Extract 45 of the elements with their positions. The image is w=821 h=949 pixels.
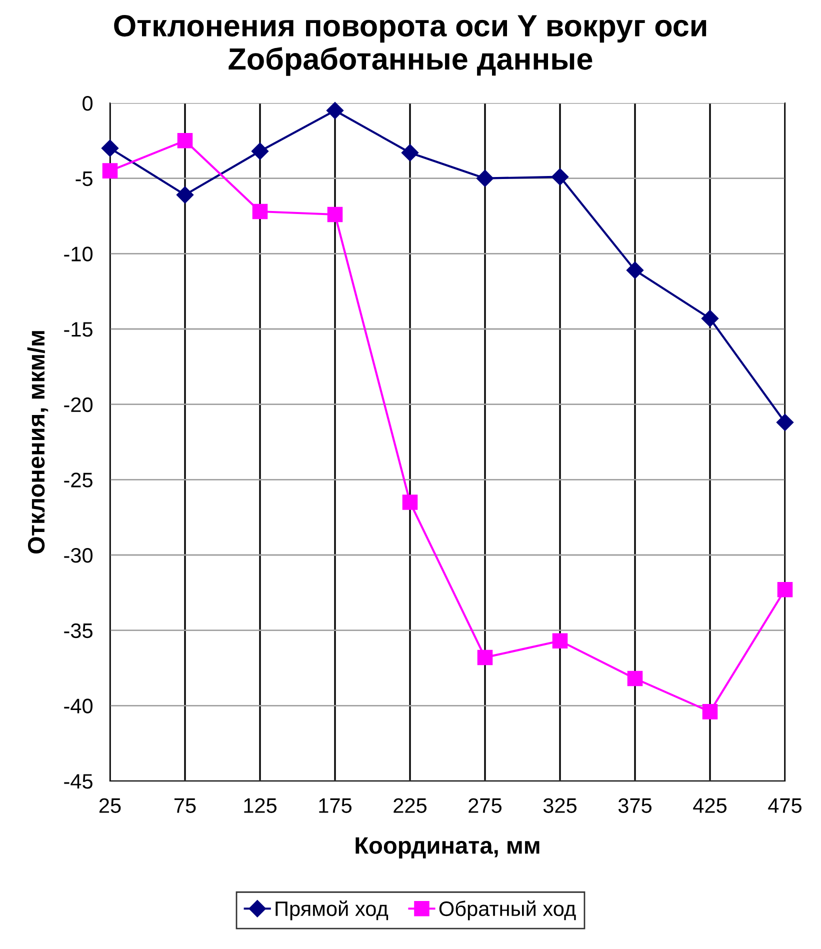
y-tick-label: 0	[82, 96, 93, 111]
x-tick-label: 175	[319, 798, 352, 813]
y-tick-label: -15	[64, 322, 92, 337]
point	[102, 163, 118, 178]
x-tick-label: 25	[99, 798, 121, 813]
point	[402, 494, 418, 510]
point	[626, 262, 644, 279]
point	[101, 140, 119, 157]
x-tick-label: 225	[394, 798, 427, 813]
y-tick-label: -20	[64, 397, 93, 412]
y-tick-label: -25	[64, 472, 92, 488]
x-tick-label: 125	[244, 798, 277, 813]
point	[702, 704, 718, 720]
x-tick-label: 475	[768, 798, 802, 813]
point	[701, 310, 719, 328]
y-tick-label: -35	[64, 623, 92, 638]
y-axis-title: Отклонения, мкм/м	[27, 331, 48, 554]
point	[477, 650, 493, 666]
x-tick-label: 75	[174, 798, 196, 813]
x-tick-label: 425	[693, 798, 727, 813]
point	[327, 206, 343, 222]
point	[401, 144, 419, 162]
point	[552, 633, 568, 649]
y-tick-label: -40	[64, 698, 93, 714]
chart-title: Отклонения поворота оси Y вокруг оси Zобработанные данные	[114, 14, 706, 76]
x-tick-label: 275	[468, 798, 502, 813]
y-tick-label: -10	[64, 246, 93, 262]
point	[776, 414, 794, 431]
y-tick-label: -5	[76, 172, 92, 186]
y-tick-label: -30	[64, 548, 93, 563]
point	[326, 102, 344, 120]
point	[176, 186, 194, 204]
point	[777, 582, 793, 598]
x-axis-title: Координата, мм	[356, 837, 540, 859]
point	[551, 168, 569, 186]
legend-label: Прямой ход	[276, 900, 388, 920]
point	[177, 133, 193, 148]
point	[627, 670, 643, 686]
point	[252, 204, 268, 220]
point	[476, 170, 494, 187]
x-tick-label: 375	[618, 798, 652, 813]
legend-label: Обратный ход	[439, 900, 576, 920]
x-tick-label: 325	[543, 798, 577, 813]
y-tick-label: -45	[64, 774, 92, 789]
point	[251, 142, 269, 160]
